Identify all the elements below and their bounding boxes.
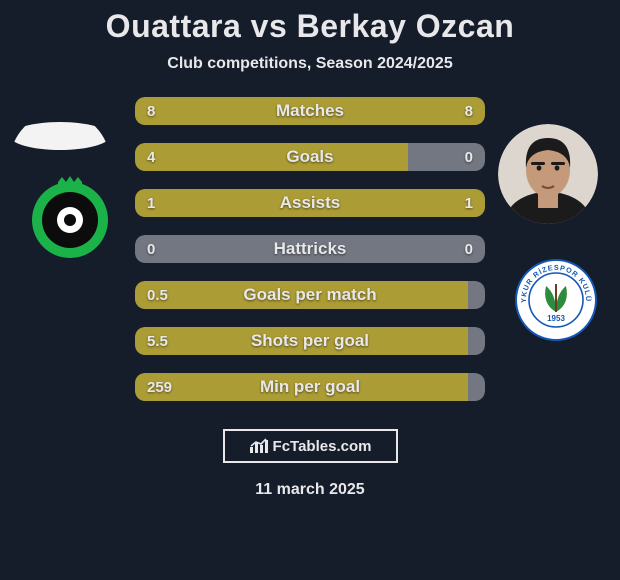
club-badge-icon [28, 176, 112, 260]
fctables-watermark: FcTables.com [223, 429, 398, 463]
stat-row: Goals4 0 [135, 143, 485, 171]
player-right-photo [498, 124, 598, 224]
stat-row: Assists1 1 [135, 189, 485, 217]
svg-text:1953: 1953 [547, 314, 565, 323]
avatar-icon [498, 124, 598, 224]
fctables-label: FcTables.com [273, 438, 372, 455]
infographic-date: 11 march 2025 [0, 481, 620, 499]
club-badge-icon: 1953 ÇAYKUR RİZESPOR KULÜBÜ [514, 258, 598, 342]
stat-value-right: 0 [465, 235, 473, 263]
stat-label: Assists [135, 189, 485, 217]
stat-label: Hattricks [135, 235, 485, 263]
stat-row: Hattricks0 0 [135, 235, 485, 263]
stat-value-left: 1 [147, 189, 155, 217]
stat-value-left: 4 [147, 143, 155, 171]
stat-value-left: 0.5 [147, 281, 168, 309]
stat-value-left: 259 [147, 373, 172, 401]
stat-row: Matches8 8 [135, 97, 485, 125]
page-subtitle: Club competitions, Season 2024/2025 [0, 55, 620, 73]
stat-row: Min per goal259 [135, 373, 485, 401]
stat-row: Goals per match0.5 [135, 281, 485, 309]
stat-value-left: 0 [147, 235, 155, 263]
stat-label: Min per goal [135, 373, 485, 401]
stat-label: Shots per goal [135, 327, 485, 355]
stat-label: Goals [135, 143, 485, 171]
stat-label: Goals per match [135, 281, 485, 309]
club-right-badge: 1953 ÇAYKUR RİZESPOR KULÜBÜ [514, 258, 598, 342]
stat-value-left: 5.5 [147, 327, 168, 355]
stat-value-right: 8 [465, 97, 473, 125]
stat-row: Shots per goal5.5 [135, 327, 485, 355]
club-left-badge [28, 176, 112, 260]
bar-chart-icon [249, 438, 269, 454]
page-title: Ouattara vs Berkay Ozcan [0, 8, 620, 45]
stat-value-right: 1 [465, 189, 473, 217]
comparison-infographic: Ouattara vs Berkay Ozcan Club competitio… [0, 0, 620, 580]
stat-label: Matches [135, 97, 485, 125]
stat-value-right: 0 [465, 143, 473, 171]
stat-value-left: 8 [147, 97, 155, 125]
